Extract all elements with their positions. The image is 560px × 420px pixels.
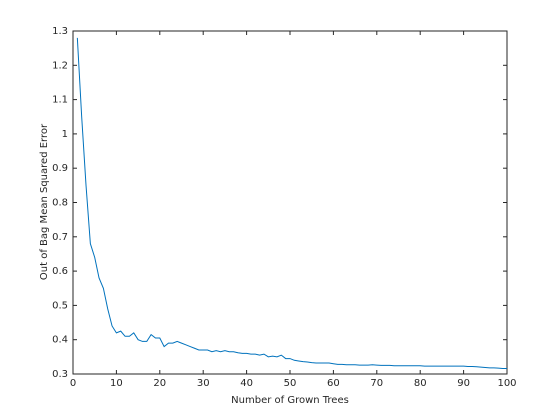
- x-tick-label: 90: [457, 378, 470, 389]
- x-tick-label: 0: [70, 378, 76, 389]
- y-tick-label: 1.2: [52, 60, 68, 71]
- y-tick-label: 0.8: [52, 198, 68, 209]
- x-tick-label: 80: [414, 378, 427, 389]
- y-tick-label: 0.5: [52, 300, 68, 311]
- x-axis-label: Number of Grown Trees: [231, 395, 349, 406]
- y-tick-label: 0.3: [52, 369, 68, 380]
- x-tick-label: 10: [110, 378, 123, 389]
- y-tick-label: 1.1: [52, 95, 68, 106]
- y-tick-label: 1.3: [52, 26, 68, 37]
- y-tick-label: 0.6: [52, 266, 68, 277]
- plot-frame: [72, 30, 508, 375]
- x-tick-label: 30: [197, 378, 210, 389]
- x-tick-label: 60: [327, 378, 340, 389]
- y-tick-label: 0.7: [52, 232, 68, 243]
- y-tick-label: 0.9: [52, 163, 68, 174]
- x-tick-label: 20: [153, 378, 166, 389]
- x-tick-label: 70: [370, 378, 383, 389]
- data-line: [76, 37, 507, 370]
- y-tick-label: 1: [62, 129, 68, 140]
- x-tick-label: 100: [497, 378, 516, 389]
- x-tick-label: 40: [240, 378, 253, 389]
- x-tick-label: 50: [284, 378, 297, 389]
- y-tick-label: 0.4: [52, 335, 68, 346]
- y-axis-label: Out of Bag Mean Squared Error: [39, 123, 50, 280]
